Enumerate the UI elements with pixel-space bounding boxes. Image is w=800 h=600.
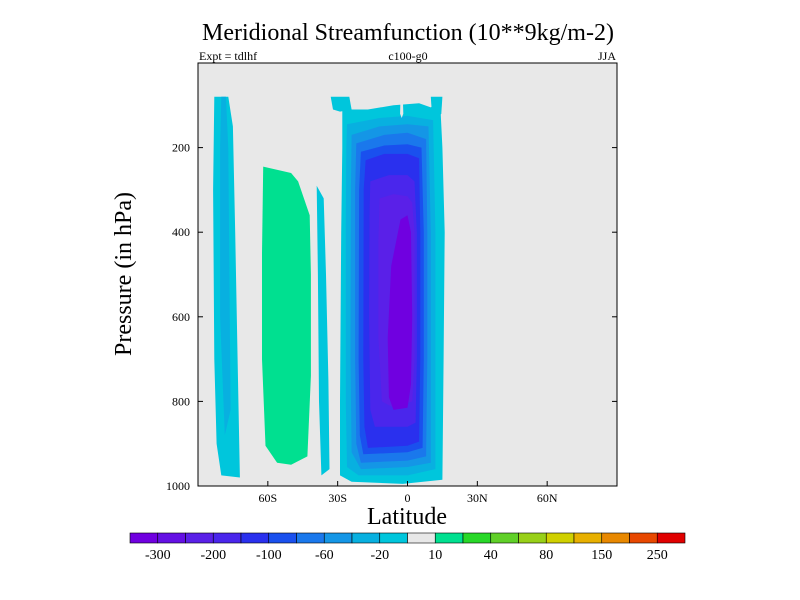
colorbar-swatch	[407, 532, 436, 544]
contour-nh-tropical-top	[430, 96, 443, 121]
contour-nh-polar-plume	[482, 96, 505, 372]
x-tick-label: 30N	[467, 491, 488, 505]
y-tick-label: 400	[172, 225, 190, 239]
colorbar: -300 -200 -100 -60 -20 10 40 80 150 250	[129, 532, 686, 563]
colorbar-swatch	[545, 532, 575, 544]
colorbar-swatch	[296, 532, 325, 544]
x-tick-label: 60N	[537, 491, 558, 505]
colorbar-swatch	[573, 532, 603, 544]
x-axis: 60S 30S 0 30N 60N	[258, 481, 558, 505]
colorbar-swatch	[129, 532, 159, 544]
colorbar-swatch	[268, 532, 297, 544]
colorbar-swatch	[656, 532, 686, 544]
x-tick-label: 60S	[258, 491, 277, 505]
contour-sh-border-strip	[316, 185, 330, 476]
colorbar-swatch	[351, 532, 381, 544]
colorbar-swatch	[462, 532, 492, 544]
y-axis: 200 400 600 800 1000	[166, 141, 617, 493]
colorbar-swatch	[212, 532, 242, 544]
y-axis-label: Pressure (in hPa)	[111, 192, 137, 356]
contour-top-thin-plume	[400, 96, 404, 118]
y-tick-label: 800	[172, 394, 190, 408]
x-tick-label: 0	[405, 491, 411, 505]
colorbar-swatch	[379, 532, 408, 544]
colorbar-label: 150	[591, 548, 612, 563]
colorbar-swatch	[490, 532, 519, 544]
colorbar-label: -60	[315, 548, 334, 563]
colorbar-swatch	[518, 532, 547, 544]
colorbar-label: -300	[145, 548, 171, 563]
colorbar-swatch	[240, 532, 270, 544]
colorbar-swatch	[185, 532, 214, 544]
subtitle-center: c100-g0	[388, 49, 427, 63]
colorbar-swatch	[601, 532, 630, 544]
contour-sh-ferrel-inner	[262, 166, 311, 465]
contour-hadley-l9	[387, 215, 413, 410]
chart-title: Meridional Streamfunction (10**9kg/m-2)	[202, 20, 614, 46]
y-tick-label: 200	[172, 141, 190, 155]
colorbar-label: -100	[256, 548, 282, 563]
colorbar-swatch	[157, 532, 186, 544]
colorbar-swatch	[323, 532, 353, 544]
contour-nh-15-30-strip	[451, 202, 459, 472]
x-axis-label: Latitude	[367, 504, 447, 530]
colorbar-label: 80	[539, 548, 553, 563]
colorbar-label: 10	[428, 548, 442, 563]
subtitle-left: Expt = tdlhf	[199, 49, 257, 63]
contour-sh-polar-inner	[220, 96, 231, 436]
y-tick-label: 1000	[166, 479, 190, 493]
x-tick-label: 30S	[328, 491, 347, 505]
colorbar-label: -20	[370, 548, 389, 563]
plot-area	[198, 63, 617, 486]
contour-hadley-top-lobe	[330, 96, 352, 112]
y-tick-label: 600	[172, 310, 190, 324]
subtitle-right: JJA	[598, 49, 616, 63]
colorbar-label: -200	[200, 548, 226, 563]
colorbar-label: 250	[647, 548, 668, 563]
colorbar-label: 40	[484, 548, 498, 563]
colorbar-swatch	[629, 532, 658, 544]
colorbar-swatch	[434, 532, 464, 544]
